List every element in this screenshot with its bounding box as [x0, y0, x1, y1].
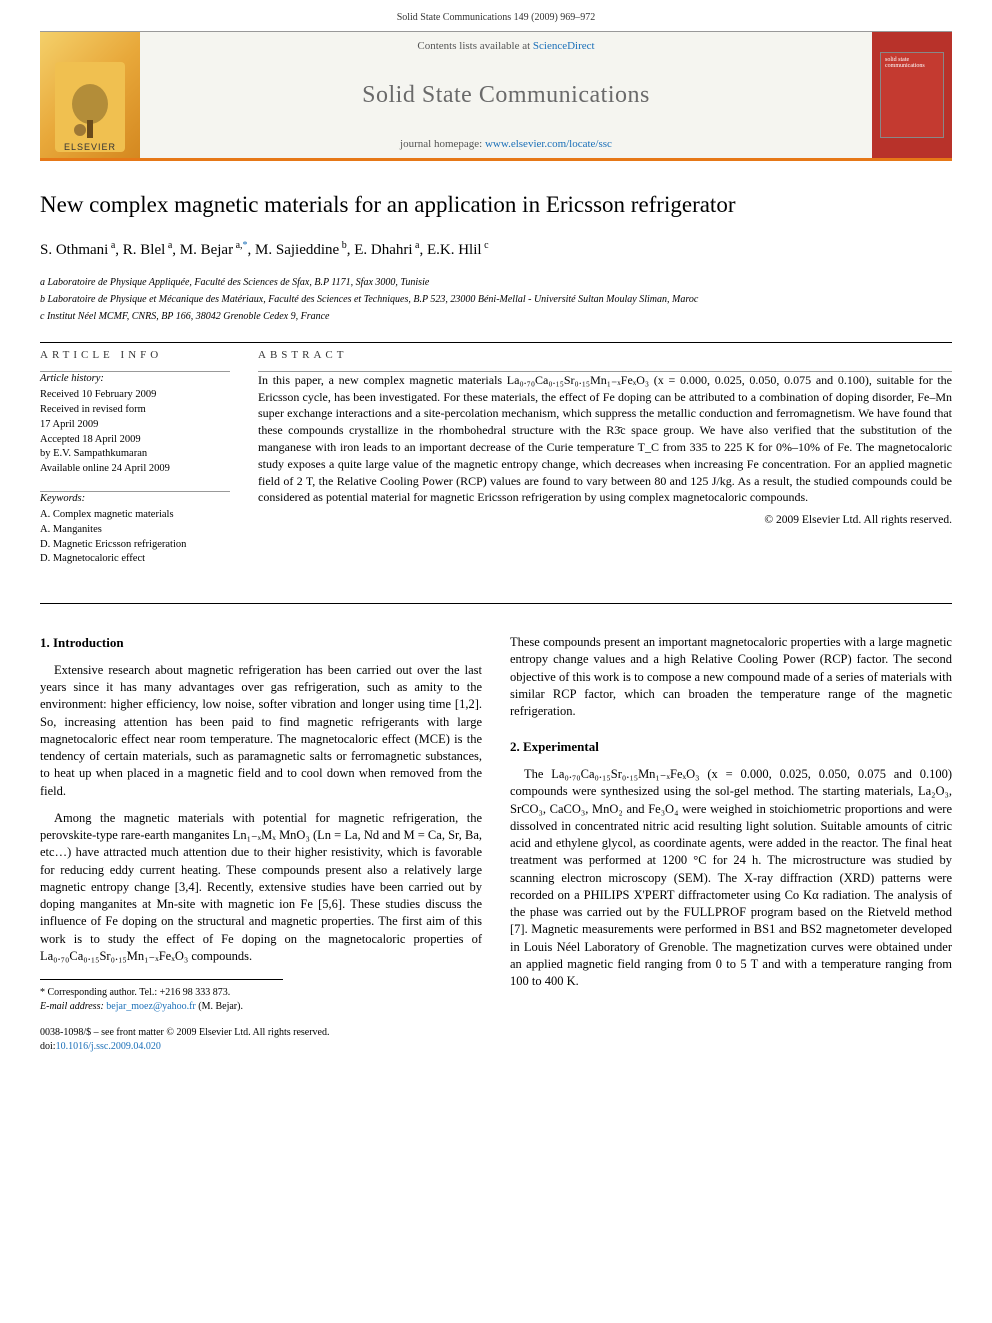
doi-label: doi:: [40, 1041, 56, 1052]
keyword: D. Magnetic Ericsson refrigeration: [40, 538, 230, 553]
divider: [40, 603, 952, 604]
journal-name: Solid State Communications: [140, 82, 872, 109]
affiliation: c Institut Néel MCMF, CNRS, BP 166, 3804…: [40, 309, 952, 324]
affil-marker: a,: [233, 240, 242, 251]
issn-line: 0038-1098/$ – see front matter © 2009 El…: [40, 1026, 482, 1040]
history-heading: Article history:: [40, 372, 230, 387]
author: S. Othmani: [40, 242, 108, 258]
publisher-name: ELSEVIER: [64, 142, 116, 152]
paragraph: The La₀.₇₀Ca₀.₁₅Sr₀.₁₅Mn₁₋ₓFeₓO₃ (x = 0.…: [510, 766, 952, 990]
email-label: E-mail address:: [40, 1001, 106, 1012]
homepage-prefix: journal homepage:: [400, 138, 485, 150]
keyword: D. Magnetocaloric effect: [40, 552, 230, 567]
divider: [40, 342, 952, 343]
affil-marker: a: [165, 240, 172, 251]
affiliation: a Laboratoire de Physique Appliquée, Fac…: [40, 275, 952, 290]
history-line: 17 April 2009: [40, 418, 230, 433]
article-title: New complex magnetic materials for an ap…: [40, 191, 952, 220]
history-line: Accepted 18 April 2009: [40, 433, 230, 448]
keywords-heading: Keywords:: [40, 492, 230, 507]
author: E.K. Hlil: [427, 242, 482, 258]
sciencedirect-link[interactable]: ScienceDirect: [533, 40, 595, 52]
journal-homepage: journal homepage: www.elsevier.com/locat…: [140, 138, 872, 150]
email-suffix: (M. Bejar).: [196, 1001, 243, 1012]
keyword: A. Manganites: [40, 523, 230, 538]
corresponding-marker[interactable]: *: [243, 242, 248, 258]
affiliations: a Laboratoire de Physique Appliquée, Fac…: [40, 275, 952, 324]
homepage-link[interactable]: www.elsevier.com/locate/ssc: [485, 138, 612, 150]
history-line: by E.V. Sampathkumaran: [40, 447, 230, 462]
keywords-block: Keywords: A. Complex magnetic materials …: [40, 492, 230, 567]
publisher-logo-panel: ELSEVIER: [40, 32, 140, 158]
article-info-label: ARTICLE INFO: [40, 349, 230, 361]
keyword: A. Complex magnetic materials: [40, 508, 230, 523]
affil-marker: b: [339, 240, 347, 251]
affil-marker: a: [413, 240, 420, 251]
journal-banner: ELSEVIER Contents lists available at Sci…: [40, 31, 952, 161]
contents-available: Contents lists available at ScienceDirec…: [140, 40, 872, 52]
elsevier-logo: ELSEVIER: [55, 62, 125, 152]
abstract-copyright: © 2009 Elsevier Ltd. All rights reserved…: [258, 514, 952, 526]
page-footer: 0038-1098/$ – see front matter © 2009 El…: [40, 1026, 482, 1054]
abstract-column: ABSTRACT In this paper, a new complex ma…: [258, 349, 952, 581]
history-line: Received 10 February 2009: [40, 388, 230, 403]
article-history: Article history: Received 10 February 20…: [40, 372, 230, 477]
email-link[interactable]: bejar_moez@yahoo.fr: [106, 1001, 195, 1012]
section-heading-experimental: 2. Experimental: [510, 738, 952, 756]
body-text: 1. Introduction Extensive research about…: [40, 634, 952, 1054]
paragraph: Extensive research about magnetic refrig…: [40, 662, 482, 800]
corresponding-footnote: * Corresponding author. Tel.: +216 98 33…: [40, 979, 283, 1014]
authors-list: S. Othmani a, R. Blel a, M. Bejar a,*, M…: [40, 240, 952, 259]
section-heading-introduction: 1. Introduction: [40, 634, 482, 652]
paragraph: These compounds present an important mag…: [510, 634, 952, 720]
banner-center: Contents lists available at ScienceDirec…: [140, 32, 872, 158]
journal-cover-panel: solid state communications: [872, 32, 952, 158]
author: M. Bejar: [180, 242, 233, 258]
corr-email-line: E-mail address: bejar_moez@yahoo.fr (M. …: [40, 1000, 283, 1014]
author: R. Blel: [123, 242, 166, 258]
author: M. Sajieddine: [255, 242, 339, 258]
history-line: Available online 24 April 2009: [40, 462, 230, 477]
abstract-label: ABSTRACT: [258, 349, 952, 361]
article-info-column: ARTICLE INFO Article history: Received 1…: [40, 349, 230, 581]
doi-link[interactable]: 10.1016/j.ssc.2009.04.020: [56, 1041, 161, 1052]
doi-line: doi:10.1016/j.ssc.2009.04.020: [40, 1040, 482, 1054]
history-line: Received in revised form: [40, 403, 230, 418]
affil-marker: a: [108, 240, 115, 251]
contents-prefix: Contents lists available at: [417, 40, 532, 52]
running-head: Solid State Communications 149 (2009) 96…: [0, 0, 992, 31]
corr-author-line: * Corresponding author. Tel.: +216 98 33…: [40, 986, 283, 1000]
paragraph: Among the magnetic materials with potent…: [40, 810, 482, 965]
abstract-text: In this paper, a new complex magnetic ma…: [258, 372, 952, 506]
author: E. Dhahri: [354, 242, 412, 258]
affiliation: b Laboratoire de Physique et Mécanique d…: [40, 292, 952, 307]
journal-cover: solid state communications: [880, 52, 944, 138]
affil-marker: c: [482, 240, 489, 251]
tree-icon: [65, 82, 115, 142]
